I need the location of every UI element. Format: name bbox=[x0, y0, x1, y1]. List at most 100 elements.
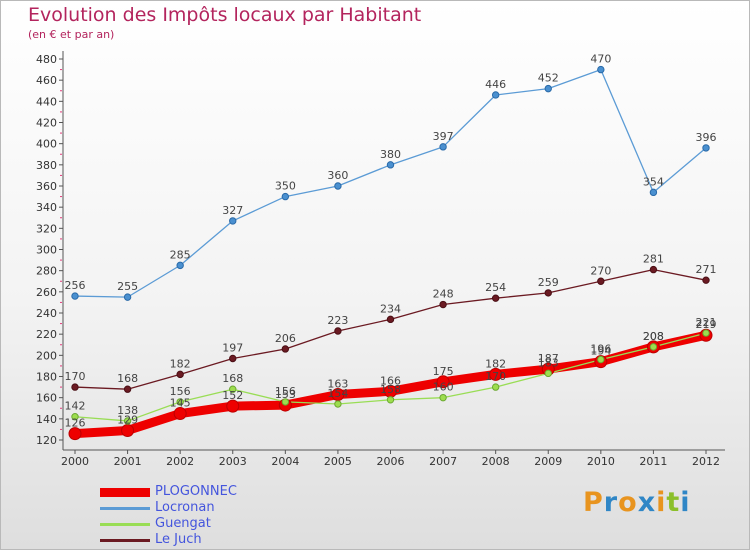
data-label: 129 bbox=[117, 413, 138, 426]
data-point bbox=[544, 289, 552, 297]
x-tick-label: 2006 bbox=[377, 455, 405, 468]
data-label: 354 bbox=[643, 175, 664, 188]
data-label: 271 bbox=[696, 263, 717, 276]
data-point bbox=[491, 294, 500, 302]
legend-swatch-locronan bbox=[100, 507, 150, 510]
data-point bbox=[544, 84, 552, 93]
data-label: 170 bbox=[65, 370, 86, 383]
data-label: 446 bbox=[485, 78, 506, 91]
logo-letter: t bbox=[666, 487, 681, 518]
data-label: 396 bbox=[696, 131, 717, 144]
data-point bbox=[702, 144, 710, 152]
data-point bbox=[176, 261, 184, 270]
y-tick-label: 160 bbox=[36, 392, 57, 405]
data-label: 182 bbox=[170, 357, 191, 370]
x-tick-label: 2005 bbox=[324, 455, 352, 468]
data-point bbox=[281, 192, 290, 201]
y-tick-label: 300 bbox=[36, 244, 57, 257]
data-label: 248 bbox=[433, 288, 454, 301]
data-label: 397 bbox=[433, 130, 454, 143]
x-tick-label: 2002 bbox=[166, 455, 194, 468]
x-tick-label: 2010 bbox=[587, 455, 615, 468]
data-point bbox=[176, 370, 184, 379]
x-tick-label: 2004 bbox=[271, 455, 299, 468]
data-label: 221 bbox=[696, 316, 717, 329]
data-label: 166 bbox=[380, 374, 401, 387]
data-label: 255 bbox=[117, 280, 138, 293]
y-tick-label: 320 bbox=[36, 222, 57, 235]
x-tick-label: 2008 bbox=[482, 455, 510, 468]
data-label: 138 bbox=[117, 404, 138, 417]
data-point bbox=[68, 427, 82, 441]
data-point bbox=[281, 345, 290, 353]
data-point bbox=[281, 398, 290, 406]
data-label: 168 bbox=[117, 372, 138, 385]
data-point bbox=[649, 265, 658, 274]
data-point bbox=[71, 292, 79, 300]
data-point bbox=[176, 398, 184, 406]
legend-swatch-guengat bbox=[100, 523, 150, 526]
y-tick-label: 400 bbox=[36, 138, 57, 151]
y-tick-label: 220 bbox=[36, 328, 57, 341]
data-label: 145 bbox=[170, 397, 191, 410]
data-label: 170 bbox=[485, 370, 506, 383]
logo-letter: P bbox=[583, 487, 604, 518]
data-label: 153 bbox=[275, 388, 296, 401]
y-tick-label: 180 bbox=[36, 371, 57, 384]
data-label: 360 bbox=[327, 169, 348, 182]
legend-label-plogonnec: PLOGONNEC bbox=[155, 484, 237, 499]
data-label: 208 bbox=[643, 330, 664, 343]
series-line-locronan bbox=[74, 68, 707, 298]
data-label: 208 bbox=[643, 330, 664, 343]
logo-letter: r bbox=[603, 487, 619, 518]
y-tick-label: 360 bbox=[36, 180, 57, 193]
legend: PLOGONNEC Locronan Guengat Le Juch bbox=[100, 484, 350, 549]
y-tick-label: 380 bbox=[36, 159, 57, 172]
y-tick-label: 280 bbox=[36, 265, 57, 278]
data-point bbox=[439, 143, 447, 151]
data-label: 187 bbox=[538, 352, 559, 365]
x-tick-label: 2000 bbox=[61, 455, 89, 468]
data-label: 206 bbox=[275, 332, 296, 345]
data-point bbox=[436, 375, 450, 389]
y-tick-label: 340 bbox=[36, 201, 57, 214]
data-point bbox=[123, 417, 132, 425]
y-tick-label: 260 bbox=[36, 286, 57, 299]
legend-label-locronan: Locronan bbox=[155, 500, 215, 515]
data-point bbox=[491, 91, 500, 99]
data-point bbox=[491, 383, 500, 391]
data-label: 160 bbox=[433, 381, 454, 394]
data-point bbox=[649, 188, 658, 197]
x-tick-label: 2012 bbox=[692, 455, 720, 468]
data-point bbox=[334, 327, 342, 335]
data-point bbox=[226, 399, 240, 413]
legend-swatch-le-juch bbox=[100, 539, 150, 542]
y-tick-label: 480 bbox=[36, 53, 57, 66]
data-point bbox=[386, 396, 395, 404]
data-label: 259 bbox=[538, 276, 559, 289]
data-label: 350 bbox=[275, 180, 296, 193]
data-point bbox=[334, 400, 342, 408]
y-tick-label: 140 bbox=[36, 413, 57, 426]
series-line-le-juch bbox=[74, 268, 707, 390]
legend-item-plogonnec: PLOGONNEC bbox=[100, 484, 350, 501]
y-tick-label: 460 bbox=[36, 74, 57, 87]
data-label: 183 bbox=[538, 356, 559, 369]
proxiti-logo: Proxiti bbox=[583, 487, 691, 518]
data-label: 270 bbox=[590, 264, 611, 277]
y-tick-label: 240 bbox=[36, 307, 57, 320]
logo-letter: x bbox=[637, 487, 657, 518]
data-label: 158 bbox=[380, 383, 401, 396]
data-label: 452 bbox=[538, 72, 559, 85]
data-point bbox=[123, 385, 132, 393]
legend-label-le-juch: Le Juch bbox=[155, 532, 202, 547]
data-label: 175 bbox=[433, 365, 454, 378]
data-point bbox=[71, 413, 79, 421]
data-point bbox=[229, 217, 237, 225]
chart-title: Evolution des Impôts locaux par Habitant bbox=[28, 4, 422, 26]
data-label: 154 bbox=[327, 387, 348, 400]
legend-item-locronan: Locronan bbox=[100, 500, 350, 517]
logo-letter: o bbox=[618, 487, 638, 518]
data-point bbox=[702, 276, 710, 284]
data-point bbox=[386, 315, 395, 324]
